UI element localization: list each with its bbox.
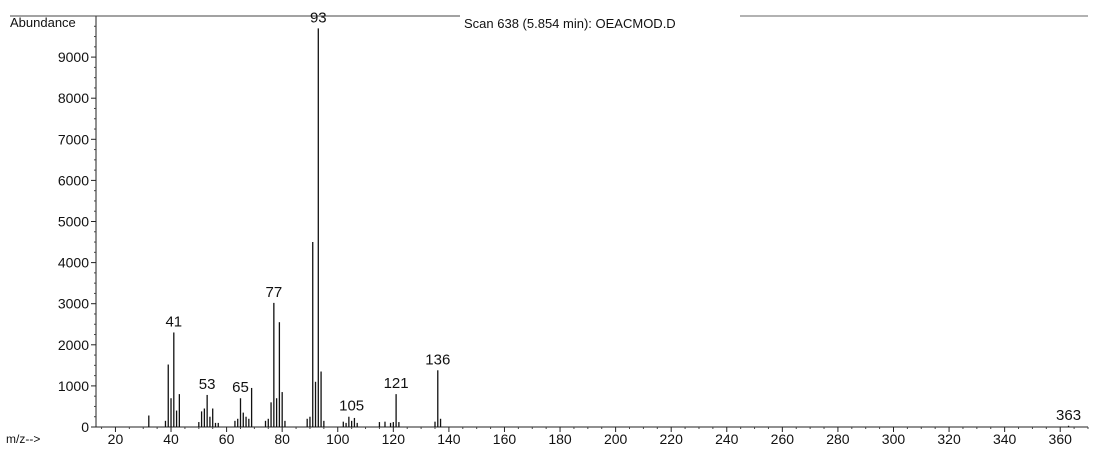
x-tick-label: 80: [274, 431, 290, 447]
chart-title: Scan 638 (5.854 min): OEACMOD.D: [464, 16, 676, 31]
x-tick-label: 240: [715, 431, 739, 447]
x-tick-label: 300: [882, 431, 906, 447]
y-tick-label: 4000: [58, 255, 89, 271]
peak-label: 77: [265, 284, 282, 301]
x-tick-label: 100: [326, 431, 350, 447]
x-tick-label: 40: [163, 431, 179, 447]
y-tick-label: 5000: [58, 214, 89, 230]
x-tick-label: 360: [1049, 431, 1073, 447]
x-tick-label: 60: [219, 431, 235, 447]
peak-label: 363: [1056, 407, 1081, 424]
x-tick-label: 220: [660, 431, 684, 447]
y-axis-label: Abundance: [10, 15, 76, 30]
x-tick-label: 260: [771, 431, 795, 447]
peak-label: 41: [165, 313, 182, 330]
x-axis-ticks: 20 40 60 80 100 120 140 160 180 200 220 240 260 280 30…: [101, 427, 1089, 447]
x-tick-label: 120: [382, 431, 406, 447]
peak-label: 65: [232, 379, 249, 396]
x-tick-label: 200: [604, 431, 628, 447]
peak-label: 105: [339, 398, 364, 415]
y-tick-label: 3000: [58, 296, 89, 312]
peak-label: 121: [384, 375, 409, 392]
peak-label: 93: [310, 9, 327, 26]
x-tick-label: 180: [548, 431, 572, 447]
peak-labels: 41 53 65 77 93 105 121 136 363: [165, 9, 1081, 423]
y-tick-label: 9000: [58, 49, 89, 65]
x-tick-label: 140: [437, 431, 461, 447]
x-tick-label: 340: [993, 431, 1017, 447]
x-tick-label: 160: [493, 431, 517, 447]
y-tick-label: 0: [81, 419, 89, 435]
axes-frame: [10, 15, 1088, 428]
y-tick-label: 1000: [58, 378, 89, 394]
y-axis-ticks: 0 1000 2000 3000 4000 5000 6000 7000 8000 9000: [58, 25, 96, 435]
x-tick-label: 20: [108, 431, 124, 447]
x-tick-label: 320: [937, 431, 961, 447]
y-tick-label: 7000: [58, 131, 89, 147]
peak-label: 53: [199, 376, 216, 393]
y-tick-label: 8000: [58, 90, 89, 106]
x-axis-label: m/z-->: [6, 432, 41, 446]
x-tick-label: 280: [826, 431, 850, 447]
y-tick-label: 6000: [58, 172, 89, 188]
spectrum-peaks: [148, 28, 1070, 427]
peak-label: 136: [425, 351, 450, 368]
y-tick-label: 2000: [58, 337, 89, 353]
